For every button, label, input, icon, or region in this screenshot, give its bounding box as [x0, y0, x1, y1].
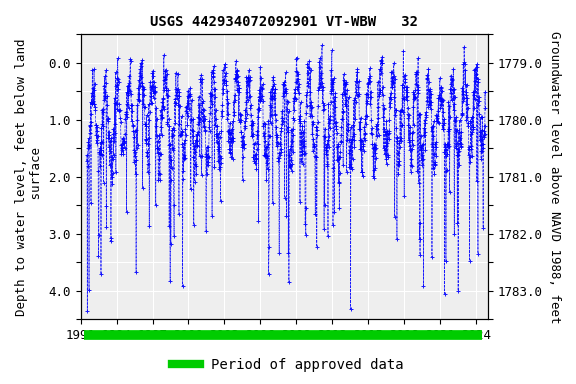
- Y-axis label: Depth to water level, feet below land
 surface: Depth to water level, feet below land su…: [15, 38, 43, 316]
- Legend: Period of approved data: Period of approved data: [166, 352, 410, 377]
- Y-axis label: Groundwater level above NAVD 1988, feet: Groundwater level above NAVD 1988, feet: [548, 31, 561, 323]
- Title: USGS 442934072092901 VT-WBW   32: USGS 442934072092901 VT-WBW 32: [150, 15, 418, 29]
